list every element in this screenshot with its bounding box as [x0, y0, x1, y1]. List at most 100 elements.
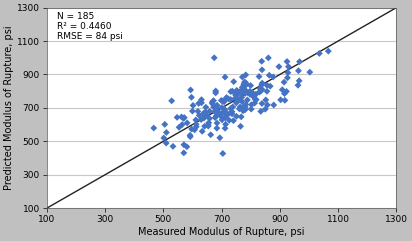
Point	[230, 119, 237, 123]
Point	[201, 124, 208, 128]
Point	[169, 99, 175, 103]
Point	[233, 94, 240, 97]
Point	[279, 88, 286, 92]
Point	[206, 117, 213, 120]
Point	[238, 92, 245, 96]
Point	[282, 98, 288, 102]
Text: N = 185
R² = 0.4460
RMSE = 84 psi: N = 185 R² = 0.4460 RMSE = 84 psi	[57, 12, 123, 41]
Point	[187, 133, 193, 137]
Point	[214, 106, 220, 109]
Point	[281, 92, 288, 95]
Point	[244, 91, 251, 94]
Point	[180, 143, 187, 147]
Point	[178, 115, 185, 119]
Point	[253, 92, 259, 96]
Point	[232, 91, 239, 95]
Point	[222, 75, 228, 79]
Point	[257, 89, 264, 93]
Point	[237, 105, 243, 109]
Point	[192, 118, 199, 122]
Point	[243, 81, 249, 85]
Point	[270, 103, 277, 107]
Point	[190, 103, 197, 107]
Point	[188, 95, 195, 99]
Point	[264, 83, 270, 87]
Point	[211, 110, 218, 114]
Point	[229, 89, 236, 93]
Point	[212, 116, 218, 120]
Point	[220, 110, 226, 114]
Point	[239, 86, 246, 89]
Point	[233, 101, 240, 105]
Point	[259, 101, 265, 105]
Point	[226, 118, 232, 122]
Point	[210, 105, 217, 109]
Point	[270, 75, 276, 79]
Point	[243, 103, 249, 107]
Point	[201, 116, 207, 120]
Point	[229, 105, 236, 109]
Point	[227, 90, 234, 94]
Point	[259, 81, 265, 85]
Point	[150, 126, 157, 130]
Point	[180, 116, 187, 120]
Point	[222, 111, 228, 115]
Point	[201, 114, 208, 118]
Point	[258, 59, 265, 63]
Point	[264, 103, 271, 107]
Point	[170, 144, 176, 148]
Point	[248, 103, 255, 107]
Point	[295, 83, 301, 87]
Point	[259, 87, 265, 91]
Point	[262, 98, 269, 102]
Point	[193, 122, 199, 126]
Point	[233, 114, 240, 118]
Point	[195, 101, 202, 105]
Point	[247, 84, 254, 87]
Point	[218, 99, 225, 102]
Point	[205, 123, 211, 127]
Point	[232, 96, 239, 100]
Point	[243, 82, 250, 86]
Point	[241, 84, 248, 88]
Point	[267, 84, 274, 88]
Point	[161, 136, 167, 140]
Point	[238, 115, 244, 119]
Point	[262, 107, 269, 111]
Point	[236, 98, 243, 102]
Point	[244, 98, 250, 102]
Point	[239, 95, 245, 99]
Point	[204, 114, 210, 117]
Point	[191, 128, 198, 132]
Point	[258, 87, 264, 91]
Point	[188, 127, 195, 131]
Point	[240, 105, 247, 109]
Point	[202, 110, 208, 114]
Point	[218, 106, 225, 109]
Point	[206, 109, 213, 113]
Point	[187, 135, 194, 139]
Point	[232, 93, 239, 97]
Point	[242, 73, 249, 77]
Point	[210, 99, 217, 103]
Point	[213, 89, 219, 93]
Point	[285, 65, 292, 69]
Point	[162, 122, 168, 126]
Point	[209, 102, 215, 106]
Point	[163, 141, 169, 145]
Point	[241, 87, 248, 91]
Point	[184, 145, 190, 149]
Point	[242, 105, 248, 109]
Point	[239, 88, 246, 92]
Point	[220, 116, 226, 120]
Point	[214, 103, 220, 107]
Point	[217, 136, 223, 140]
Point	[242, 92, 248, 95]
Point	[256, 90, 263, 94]
Point	[281, 80, 287, 84]
Point	[237, 124, 244, 128]
Point	[239, 100, 245, 103]
Point	[248, 107, 255, 111]
Point	[234, 88, 240, 92]
Point	[222, 126, 228, 130]
